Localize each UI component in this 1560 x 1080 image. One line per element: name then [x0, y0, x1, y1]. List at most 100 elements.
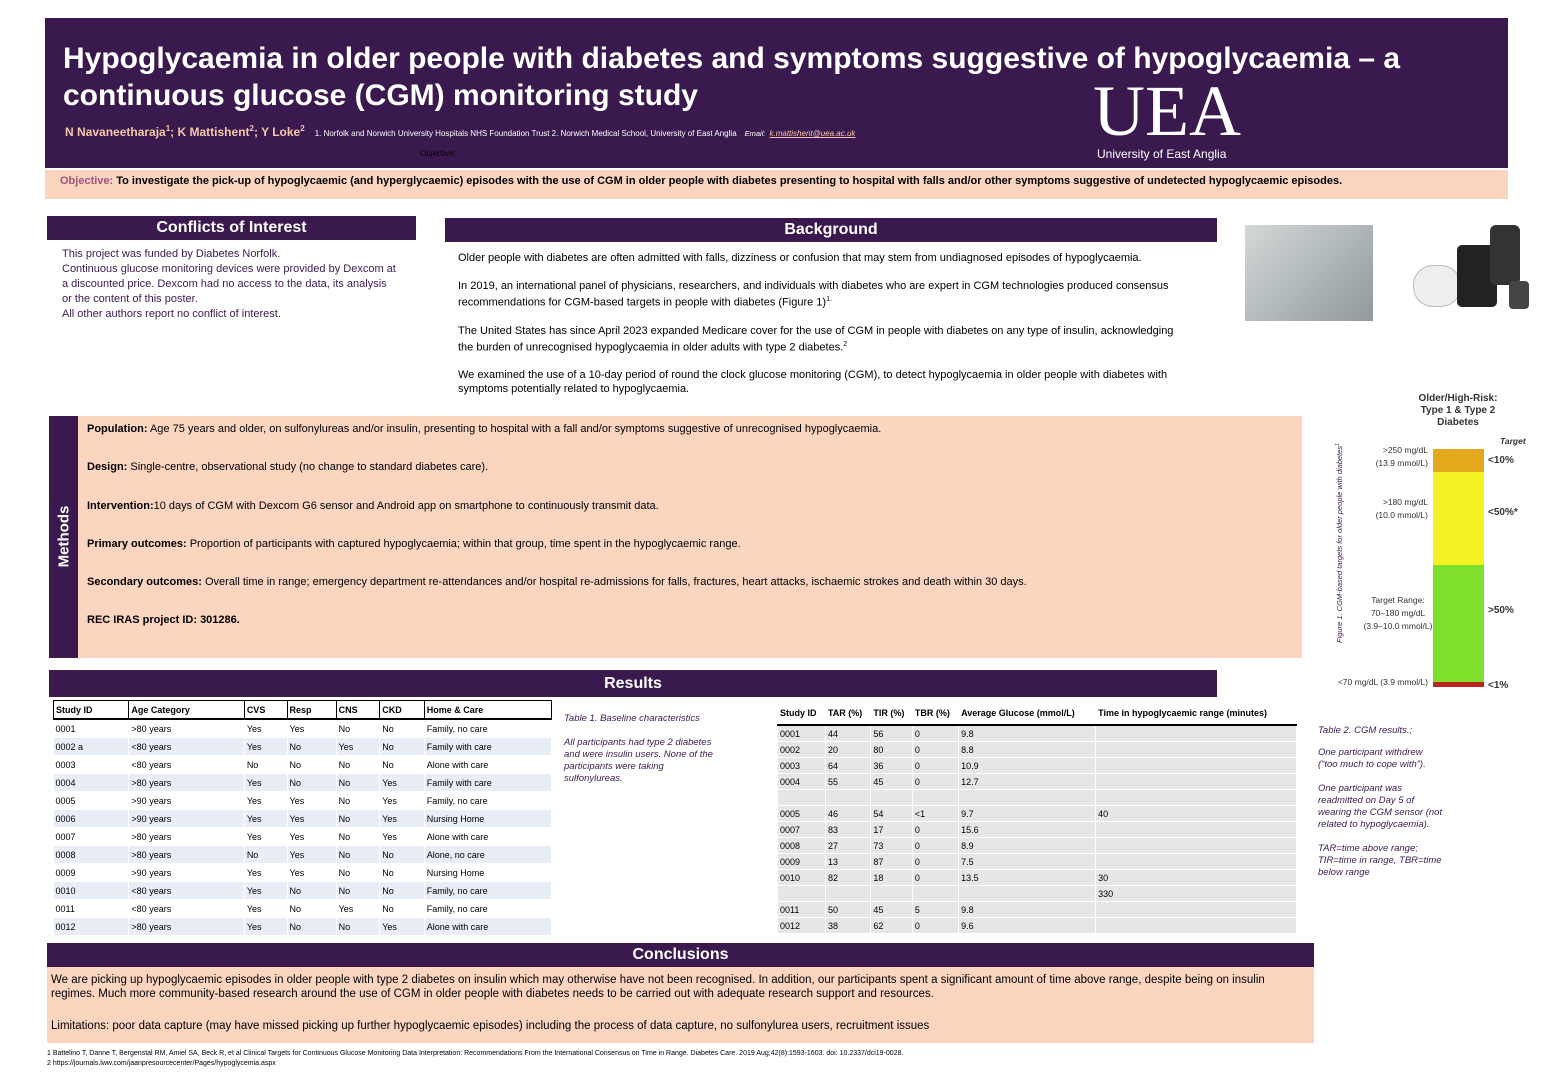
table-cell: Yes: [287, 845, 337, 864]
table-cell: <80 years: [128, 737, 245, 756]
table-cell: [911, 885, 960, 902]
table-cell: 330: [1095, 885, 1297, 902]
reference: 2 https://journals.lww.com/jaanpresource…: [47, 1060, 276, 1067]
table1-note: All participants had type 2 diabetes and…: [564, 737, 713, 784]
table-row: 0008 >80 years No Yes No No Alone, no care: [53, 845, 553, 864]
table-row: 0010 82 18 0 13.5 30: [777, 869, 1297, 886]
table-row: 0004 >80 years Yes No No Yes Family with care: [53, 773, 553, 792]
table-cell: Yes: [244, 809, 288, 828]
table-cell: <80 years: [128, 755, 245, 774]
header-cell: CNS: [335, 700, 381, 720]
table-cell: [1095, 853, 1297, 870]
table-cell: [1095, 917, 1297, 934]
table-cell: [958, 885, 1097, 902]
method-text: 10 days of CGM with Dexcom G6 sensor and…: [153, 499, 659, 512]
table-cell: 45: [870, 773, 913, 790]
table-row: 0009 >90 years Yes Yes No No Nursing Home: [53, 863, 553, 882]
band-label: >250 mg/dL (13.9 mmol/L): [1376, 445, 1429, 468]
table-cell: [1095, 757, 1297, 774]
email: k.mattishent@uea.ac.uk: [769, 129, 856, 138]
table-cell: <80 years: [128, 899, 245, 918]
band-target: <1%: [1488, 680, 1508, 691]
table-cell: 45: [870, 901, 913, 918]
method-text: Age 75 years and older, on sulfonylureas…: [147, 423, 882, 435]
table-cell: No: [287, 755, 337, 774]
table-cell: 64: [824, 757, 872, 774]
table-cell: 83: [824, 821, 872, 838]
table-row: 0005 46 54 <1 9.7 40: [777, 805, 1297, 822]
table2-notes: One participant withdrew (“too much to c…: [1318, 747, 1443, 891]
band-label: >180 mg/dL (10.0 mmol/L): [1376, 497, 1429, 520]
table-cell: Yes: [379, 827, 425, 846]
background-heading: Background: [445, 218, 1217, 242]
caption-text: Figure 1. CGM-based targets for older pe…: [1335, 446, 1344, 643]
background-paragraph: In 2019, an international panel of physi…: [458, 279, 1188, 310]
figure-title: Older/High-Risk: Type 1 & Type 2 Diabetes: [1419, 393, 1498, 428]
table-cell: 0005: [53, 791, 130, 810]
author-separator: ;: [253, 125, 258, 139]
table1: Study ID Age Category CVS Resp CNS CKD Home & …: [52, 700, 553, 936]
header-cell: Resp: [286, 700, 337, 720]
background-paragraph: The United States has since April 2023 e…: [458, 324, 1188, 355]
table2-caption: Table 2. CGM results.;: [1318, 725, 1413, 736]
table-cell: 0: [911, 837, 960, 854]
table-cell: 0004: [777, 773, 826, 790]
title-line: Diabetes: [1437, 417, 1479, 428]
table-cell: 27: [824, 837, 872, 854]
table-cell: 80: [870, 741, 913, 758]
methods-label: Methods: [55, 505, 73, 568]
table-cell: 9.6: [958, 917, 1097, 934]
table-cell: 0: [911, 773, 960, 790]
table-cell: Yes: [244, 773, 288, 792]
table-cell: 0: [911, 741, 960, 758]
table-row: 0007 >80 years Yes Yes No Yes Alone with care: [53, 827, 553, 846]
table-cell: 0008: [53, 845, 130, 864]
author-separator: ;: [170, 125, 175, 139]
table-row: 0001 >80 years Yes Yes No No Family, no care: [53, 719, 553, 738]
table-cell: Family, no care: [424, 791, 553, 810]
table-cell: >80 years: [128, 845, 245, 864]
table-cell: [777, 885, 826, 902]
table-row: 0006 >90 years Yes Yes No Yes Nursing Home: [53, 809, 553, 828]
stray-label: Objective:: [420, 149, 456, 158]
background-paragraph: Older people with diabetes are often adm…: [458, 251, 1188, 265]
methods: Methods Population: Age 75 years and old…: [49, 416, 1302, 658]
table-cell: [1095, 789, 1297, 806]
label-line: 70–180 mg/dL: [1371, 608, 1426, 618]
table-cell: 15.6: [958, 821, 1097, 838]
range-band: [1433, 682, 1484, 687]
title-line: Type 1 & Type 2: [1421, 405, 1496, 416]
table-row: 0011 <80 years Yes No Yes No Family, no care: [53, 899, 553, 918]
table-cell: Yes: [244, 827, 288, 846]
table-cell: 0007: [53, 827, 130, 846]
table-cell: Yes: [244, 881, 288, 900]
table-cell: [870, 885, 913, 902]
objective-text: To investigate the pick-up of hypoglycae…: [116, 175, 1343, 187]
table-cell: Yes: [244, 917, 288, 936]
header-cell: CKD: [379, 700, 425, 720]
authors: N Navaneetharaja1; K Mattishent2; Y Loke…: [65, 124, 855, 139]
method-item: Design: Single-centre, observational stu…: [87, 460, 1287, 498]
table-cell: Yes: [287, 719, 337, 738]
table-cell: 0011: [53, 899, 130, 918]
table-cell: Alone with care: [424, 755, 553, 774]
table-row: 0008 27 73 0 8.9: [777, 837, 1297, 854]
conflict-line: All other authors report no conflict of …: [62, 308, 281, 320]
paragraph-text: Older people with diabetes are often adm…: [458, 252, 1142, 264]
header-row: Study ID Age Category CVS Resp CNS CKD Home & …: [52, 700, 553, 720]
photo-devices: [1405, 225, 1530, 321]
table-cell: 0009: [53, 863, 130, 882]
references: 1 Battelino T, Danne T, Bergenstal RM, A…: [47, 1049, 903, 1069]
conflict-line: This project was funded by Diabetes Norf…: [62, 248, 281, 260]
table-cell: [1095, 724, 1297, 742]
table-cell: [1095, 901, 1297, 918]
table-cell: 0009: [777, 853, 826, 870]
band-label: Target Range: 70–180 mg/dL (3.9–10.0 mmol/…: [1364, 595, 1433, 631]
table-cell: 12.7: [958, 773, 1097, 790]
label-line: <70 mg/dL (3.9 mmol/L): [1338, 677, 1428, 687]
table-cell: 0010: [53, 881, 130, 900]
table-row: 0007 83 17 0 15.6: [777, 821, 1297, 838]
table-cell: Yes: [336, 737, 381, 756]
table-cell: 46: [824, 805, 872, 822]
table-cell: 0003: [53, 755, 130, 774]
